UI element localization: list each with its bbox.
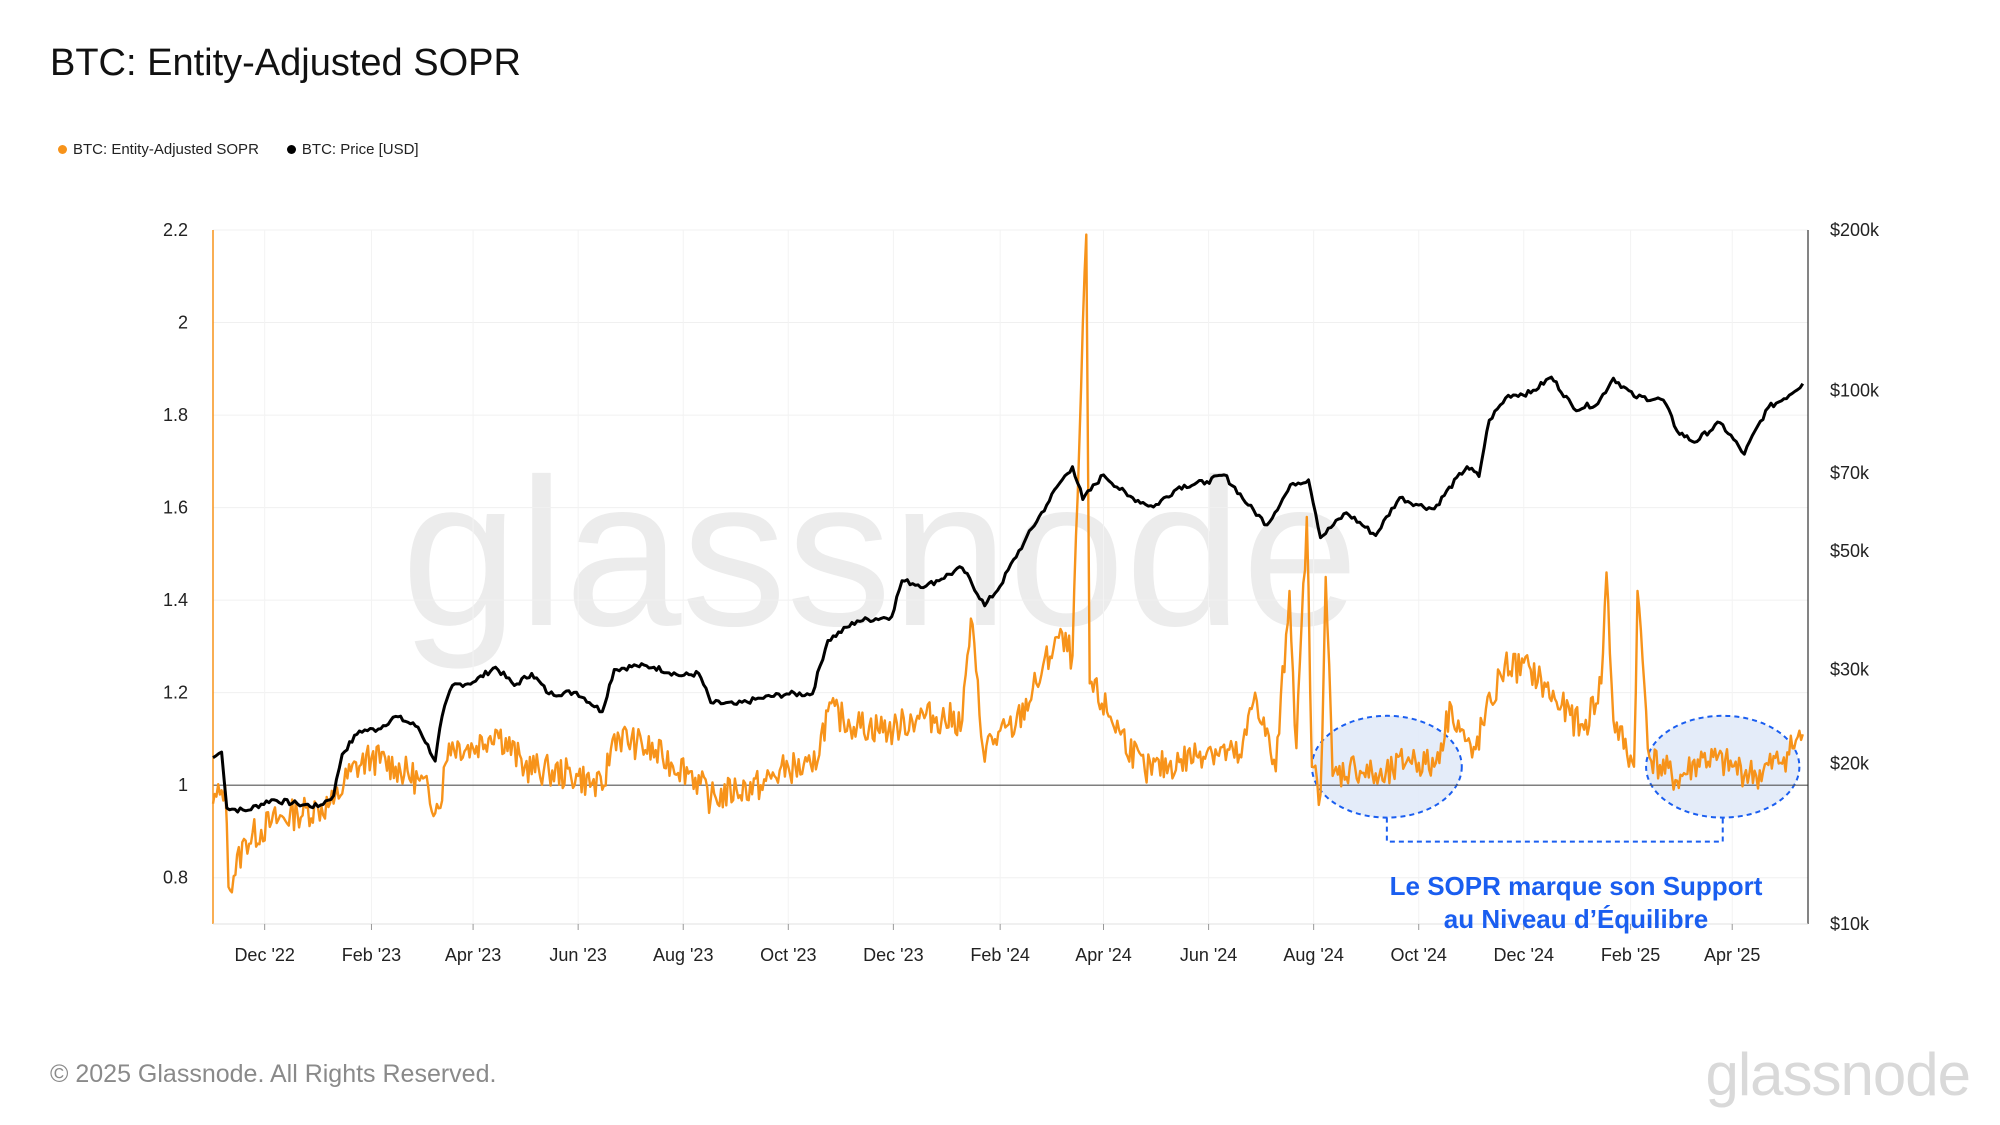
x-tick-label: Aug '23 [653, 945, 714, 965]
x-tick-label: Feb '24 [970, 945, 1029, 965]
legend-item-sopr[interactable]: BTC: Entity-Adjusted SOPR [58, 141, 259, 158]
y-left-tick-label: 1.6 [163, 498, 188, 518]
y-right-tick-label: $100k [1830, 381, 1880, 401]
legend: BTC: Entity-Adjusted SOPR BTC: Price [US… [58, 141, 419, 158]
y-right-axis-ticks: $10k $20k $30k $50k $70k $100k $200k [1830, 220, 1880, 934]
y-right-tick-label: $50k [1830, 541, 1870, 561]
sopr-series-line [211, 233, 1804, 894]
x-tick-label: Aug '24 [1283, 945, 1344, 965]
x-tick-label: Dec '23 [863, 945, 923, 965]
y-right-tick-label: $200k [1830, 220, 1880, 240]
y-left-tick-label: 0.8 [163, 868, 188, 888]
y-left-tick-label: 1.4 [163, 590, 188, 610]
x-tick-label: Dec '24 [1494, 945, 1554, 965]
y-left-tick-label: 1.2 [163, 683, 188, 703]
price-series-line [212, 375, 1805, 814]
x-tick-label: Apr '24 [1075, 945, 1131, 965]
y-left-tick-label: 2 [178, 313, 188, 333]
x-tick-label: Oct '24 [1390, 945, 1446, 965]
x-tick-label: Feb '23 [342, 945, 401, 965]
y-right-tick-label: $70k [1830, 463, 1870, 483]
x-tick-label: Jun '23 [549, 945, 606, 965]
annotation-connector [1385, 817, 1724, 843]
watermark: glassnode [401, 435, 1358, 670]
legend-swatch-sopr [58, 145, 67, 154]
x-tick-label: Apr '23 [445, 945, 501, 965]
y-right-tick-label: $30k [1830, 659, 1870, 679]
y-right-tick-label: $10k [1830, 914, 1870, 934]
x-axis-ticks: Dec '22 Feb '23 Apr '23 Jun '23 Aug '23 Oct '… [234, 924, 1760, 965]
x-tick-label: Dec '22 [234, 945, 294, 965]
x-tick-label: Jun '24 [1180, 945, 1237, 965]
legend-item-price[interactable]: BTC: Price [USD] [286, 141, 419, 158]
y-left-tick-label: 1 [178, 775, 188, 795]
y-right-tick-label: $20k [1830, 753, 1870, 773]
x-tick-label: Apr '25 [1704, 945, 1760, 965]
y-left-axis-ticks: 0.8 1 1.2 1.4 1.6 1.8 2 2.2 [163, 220, 188, 888]
copyright-footer: © 2025 Glassnode. All Rights Reserved. [50, 1060, 497, 1088]
legend-label-price: BTC: Price [USD] [301, 141, 419, 158]
glassnode-logo: glassnode [1705, 1041, 1971, 1108]
legend-swatch-price [286, 145, 296, 154]
annotation: Le SOPR marque son Support au Niveau d’É… [1390, 871, 1763, 934]
axes [212, 230, 1809, 925]
x-tick-label: Feb '25 [1601, 945, 1660, 965]
chart-title: BTC: Entity-Adjusted SOPR [50, 42, 521, 84]
y-left-tick-label: 2.2 [163, 220, 188, 240]
legend-label-sopr: BTC: Entity-Adjusted SOPR [73, 141, 259, 158]
annotation-line-1: Le SOPR marque son Support [1390, 871, 1763, 901]
y-left-tick-label: 1.8 [163, 405, 188, 425]
x-tick-label: Oct '23 [760, 945, 816, 965]
annotation-line-2: au Niveau d’Équilibre [1444, 904, 1708, 934]
